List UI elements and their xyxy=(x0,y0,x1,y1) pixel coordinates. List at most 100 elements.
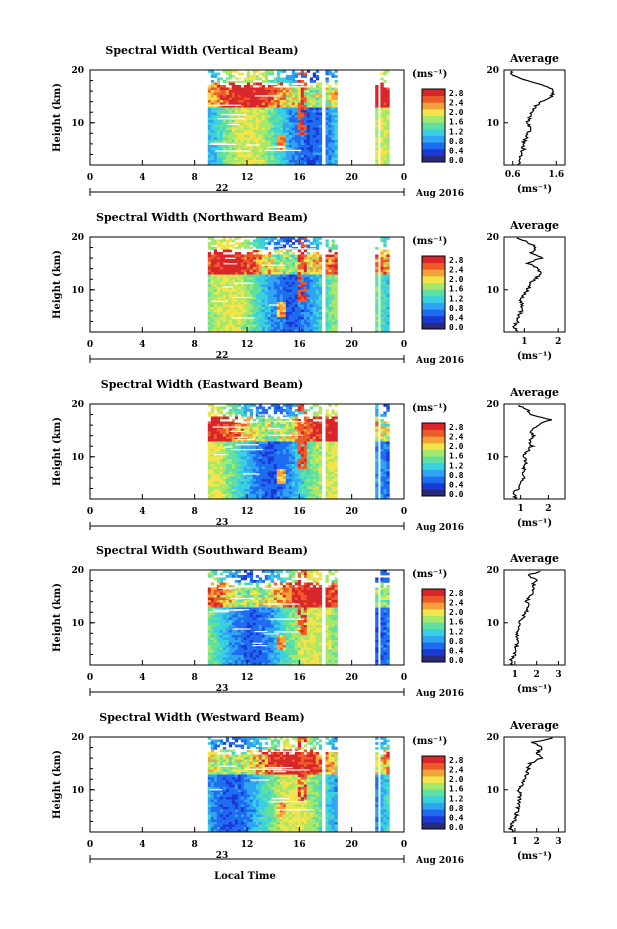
heatmap-cell xyxy=(207,110,212,113)
heatmap-cell xyxy=(309,92,314,96)
heatmap-cell xyxy=(318,262,323,265)
heatmap-cell xyxy=(380,82,384,86)
heatmap-cell xyxy=(267,494,272,497)
heatmap-cell xyxy=(331,242,335,245)
heatmap-cell xyxy=(216,284,221,288)
heatmap-cell xyxy=(243,451,248,455)
heatmap-cell xyxy=(210,85,215,88)
heatmap-cell xyxy=(267,287,272,290)
heatmap-cell xyxy=(222,314,227,318)
heatmap-cell xyxy=(255,127,260,131)
heatmap-cell xyxy=(222,147,227,151)
heatmap-cell xyxy=(228,115,233,118)
heatmap-cell xyxy=(252,264,257,268)
heatmap-cell xyxy=(216,87,221,91)
heatmap-cell xyxy=(288,132,293,136)
heatmap-cell xyxy=(306,322,311,325)
heatmap-cell xyxy=(261,444,266,447)
heatmap-cell xyxy=(328,125,332,128)
heatmap-cell xyxy=(252,474,257,477)
heatmap-cell xyxy=(273,486,278,490)
heatmap-cell xyxy=(294,476,299,480)
heatmap-cell xyxy=(312,289,317,293)
heatmap-cell xyxy=(228,82,233,86)
heatmap-cell xyxy=(315,424,320,427)
heatmap-cell xyxy=(297,424,302,427)
heatmap-cell xyxy=(246,461,251,465)
heatmap-cell xyxy=(380,150,384,153)
heatmap-cell xyxy=(267,421,272,425)
heatmap-cell xyxy=(325,137,329,141)
heatmap-cell xyxy=(375,426,379,430)
heatmap-cell xyxy=(383,451,387,455)
heatmap-cell xyxy=(276,451,281,455)
heatmap-cell xyxy=(285,446,290,450)
heatmap-cell xyxy=(213,302,218,305)
heatmap-cell xyxy=(252,95,257,98)
gap-streak xyxy=(233,282,254,284)
heatmap-cell xyxy=(252,105,257,108)
heatmap-cell xyxy=(331,282,335,285)
heatmap-cell xyxy=(270,135,275,138)
heatmap-cell xyxy=(297,421,302,425)
heatmap-cell xyxy=(213,292,218,295)
heatmap-cell xyxy=(383,97,387,101)
heatmap-cell xyxy=(255,157,260,161)
heatmap-cell xyxy=(297,479,302,482)
heatmap-cell xyxy=(240,446,245,450)
heatmap-cell xyxy=(225,294,230,298)
heatmap-cell xyxy=(288,431,293,435)
heatmap-cell xyxy=(328,92,332,96)
heatmap-cell xyxy=(291,469,296,472)
heatmap-cell xyxy=(279,162,284,166)
heatmap-cell xyxy=(249,105,254,108)
heatmap-cell xyxy=(309,292,314,295)
heatmap-cell xyxy=(276,466,281,470)
heatmap-cell xyxy=(328,444,332,447)
heatmap-cell xyxy=(300,90,305,93)
heatmap-cell xyxy=(252,456,257,460)
heatmap-cell xyxy=(276,294,281,298)
heatmap-cell xyxy=(231,127,236,131)
heatmap-cell xyxy=(252,249,257,253)
heatmap-cell xyxy=(207,127,212,131)
heatmap-cell xyxy=(240,304,245,308)
heatmap-cell xyxy=(264,137,269,141)
heatmap-cell xyxy=(267,145,272,148)
heatmap-cell xyxy=(282,117,287,121)
heatmap-cell xyxy=(331,409,335,412)
heatmap-cell xyxy=(309,309,314,313)
heatmap-cell xyxy=(219,424,224,427)
heatmap-cell xyxy=(294,436,299,440)
heatmap-cell xyxy=(219,140,224,143)
heatmap-cell xyxy=(243,449,248,452)
heatmap-cell xyxy=(325,152,329,156)
heatmap-cell xyxy=(264,429,269,432)
heatmap-cell xyxy=(276,476,281,480)
heatmap-cell xyxy=(252,272,257,275)
heatmap-cell xyxy=(258,237,263,240)
heatmap-cell xyxy=(282,102,287,106)
heatmap-cell xyxy=(264,419,269,422)
heatmap-cell xyxy=(300,284,305,288)
heatmap-cell xyxy=(303,444,308,447)
heatmap-cell xyxy=(237,474,242,477)
heatmap-cell xyxy=(225,484,230,487)
heatmap-cell xyxy=(328,496,332,500)
heatmap-cell xyxy=(306,110,311,113)
heatmap-cell xyxy=(306,476,311,480)
heatmap-cell xyxy=(213,307,218,310)
heatmap-cell xyxy=(325,259,329,263)
heatmap-cell xyxy=(386,404,390,407)
heatmap-cell xyxy=(252,307,257,310)
heatmap-cell xyxy=(375,140,379,143)
heatmap-cell xyxy=(207,244,212,248)
heatmap-cell xyxy=(270,145,275,148)
heatmap-cell xyxy=(258,416,263,420)
heatmap-cell xyxy=(237,135,242,138)
heatmap-cell xyxy=(282,461,287,465)
heatmap-cell xyxy=(213,90,218,93)
heatmap-cell xyxy=(282,481,287,485)
heatmap-cell xyxy=(258,140,263,143)
heatmap-cell xyxy=(306,297,311,300)
